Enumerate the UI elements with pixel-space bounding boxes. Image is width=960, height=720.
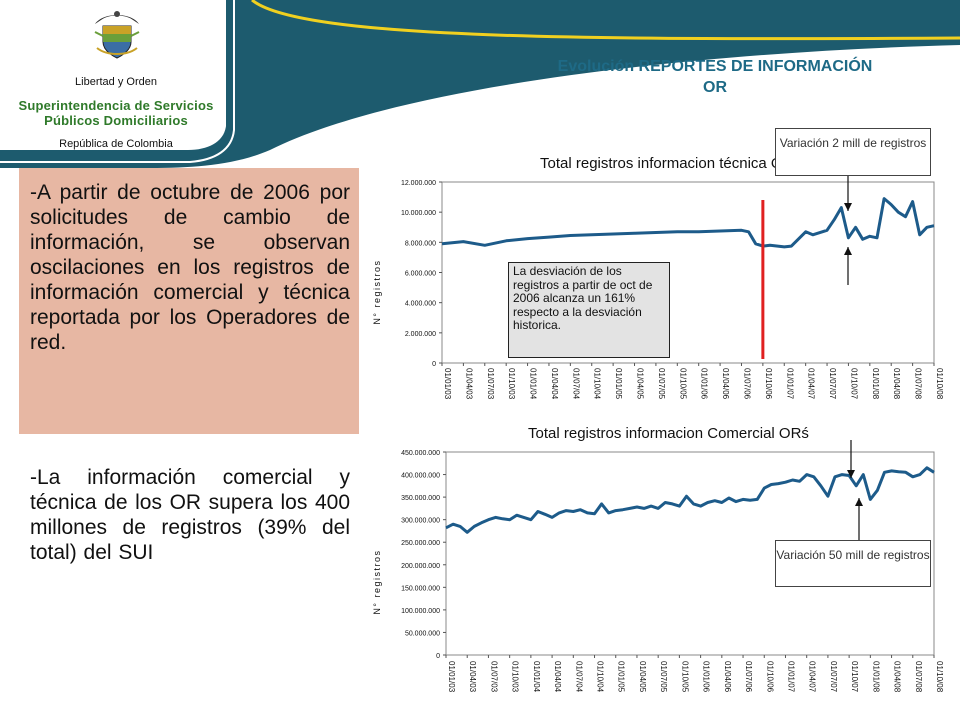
paragraph-1: -A partir de octubre de 2006 por solicit… [30, 181, 350, 354]
x-tick-label: 01/07/04 [571, 368, 580, 400]
y-axis-label: N° registros [372, 259, 382, 324]
y-tick-label: 300.000.000 [401, 518, 440, 525]
x-tick-label: 01/04/05 [636, 368, 645, 400]
y-tick-label: 12.000.000 [401, 180, 436, 187]
x-tick-label: 01/07/03 [486, 368, 495, 400]
banner-shape [0, 0, 960, 168]
y-tick-label: 100.000.000 [401, 608, 440, 615]
x-tick-label: 01/04/07 [807, 368, 816, 400]
x-tick-label: 01/04/08 [892, 368, 901, 400]
x-tick-label: 01/07/06 [742, 368, 751, 400]
x-tick-label: 01/04/03 [464, 368, 473, 400]
x-tick-label: 01/07/05 [659, 661, 668, 693]
x-tick-label: 01/07/06 [744, 661, 753, 693]
x-tick-label: 01/04/08 [893, 661, 902, 693]
callout-commercial: Variación 50 mill de registros [775, 540, 931, 587]
y-tick-label: 6.000.000 [405, 271, 436, 278]
panel-inner [0, 0, 226, 150]
callout-technical: Variación 2 mill de registros [775, 128, 931, 176]
x-tick-label: 01/10/07 [849, 368, 858, 400]
chart-title: Total registros informacion Comercial OR… [528, 425, 809, 442]
banner-accent-line [251, 0, 960, 41]
chart-1: Total registros informacion técnica ORś N… [372, 155, 944, 400]
slide-title: Evolución REPORTES DE INFORMACIÓN OR [557, 58, 873, 96]
x-tick-label: 01/10/05 [680, 661, 689, 693]
x-tick-label: 01/01/08 [871, 368, 880, 400]
org-name-line1: Superintendencia de Servicios [18, 98, 214, 113]
x-tick-label: 01/01/06 [700, 368, 709, 400]
y-axis-label: N° registros [372, 549, 382, 614]
y-tick-label: 350.000.000 [401, 495, 440, 502]
paragraph-2: -La información comercial y técnica de l… [30, 466, 350, 564]
y-tick-label: 250.000.000 [401, 540, 440, 547]
y-tick-label: 450.000.000 [401, 450, 440, 457]
x-tick-label: 01/04/04 [553, 661, 562, 693]
x-tick-label: 01/04/04 [550, 368, 559, 400]
callout-commercial-text: Variación 50 mill de registros [776, 548, 930, 562]
x-tick-label: 01/10/06 [765, 661, 774, 693]
y-tick-label: 0 [436, 653, 440, 660]
motto: Libertad y Orden [75, 76, 157, 88]
x-tick-label: 01/10/04 [596, 661, 605, 693]
y-tick-label: 8.000.000 [405, 240, 436, 247]
y-tick-label: 150.000.000 [401, 585, 440, 592]
x-tick-label: 01/07/07 [828, 368, 837, 400]
x-tick-label: 01/10/03 [511, 661, 520, 693]
coat-of-arms-icon [94, 11, 140, 59]
y-tick-label: 0 [432, 361, 436, 368]
callout-technical-text: Variación 2 mill de registros [779, 136, 927, 150]
y-tick-label: 200.000.000 [401, 563, 440, 570]
chart-title: Total registros informacion técnica ORś [540, 155, 801, 172]
arrow-down-technical-head [844, 203, 852, 211]
header-banner [0, 0, 960, 168]
x-tick-label: 01/07/08 [914, 368, 923, 400]
x-tick-label: 01/01/04 [532, 661, 541, 693]
y-tick-label: 2.000.000 [405, 331, 436, 338]
x-tick-label: 01/07/03 [489, 661, 498, 693]
x-tick-label: 01/10/06 [764, 368, 773, 400]
deviation-annotation: La desviación de los registros a partir … [508, 262, 670, 358]
x-tick-label: 01/01/04 [529, 368, 538, 400]
x-tick-label: 01/04/07 [808, 661, 817, 693]
x-tick-label: 01/07/08 [914, 661, 923, 693]
x-tick-label: 01/04/03 [468, 661, 477, 693]
x-tick-label: 01/10/07 [850, 661, 859, 693]
series-line [445, 466, 935, 534]
arrow-down-commercial-head [847, 470, 855, 478]
x-tick-label: 01/10/08 [935, 661, 944, 693]
country-name: República de Colombia [59, 138, 173, 150]
x-tick-label: 01/10/03 [507, 368, 516, 400]
x-tick-label: 01/07/04 [574, 661, 583, 693]
y-tick-label: 4.000.000 [405, 301, 436, 308]
x-tick-label: 01/01/05 [617, 661, 626, 693]
highlight-box [19, 168, 359, 434]
plot-area [445, 451, 935, 656]
chart-2: Total registros informacion Comercial OR… [372, 425, 944, 693]
y-tick-label: 50.000.000 [405, 630, 440, 637]
arrow-up-commercial-head [855, 498, 863, 506]
x-tick-label: 01/07/05 [657, 368, 666, 400]
series-line [441, 197, 935, 249]
x-tick-label: 01/04/05 [638, 661, 647, 693]
y-tick-label: 10.000.000 [401, 210, 436, 217]
x-tick-label: 01/01/05 [614, 368, 623, 400]
x-tick-label: 01/01/07 [785, 368, 794, 400]
x-tick-label: 01/10/04 [593, 368, 602, 400]
x-tick-label: 01/01/03 [447, 661, 456, 693]
x-tick-label: 01/01/08 [871, 661, 880, 693]
x-tick-label: 01/07/07 [829, 661, 838, 693]
x-tick-label: 01/10/05 [678, 368, 687, 400]
x-tick-label: 01/04/06 [723, 661, 732, 693]
x-tick-label: 01/01/06 [702, 661, 711, 693]
org-name-line2: Públicos Domiciliarios [44, 113, 188, 128]
banner-white-edge [0, 0, 235, 163]
x-tick-label: 01/01/07 [786, 661, 795, 693]
x-tick-label: 01/10/08 [935, 368, 944, 400]
y-tick-label: 400.000.000 [401, 473, 440, 480]
x-tick-label: 01/04/06 [721, 368, 730, 400]
x-tick-label: 01/01/03 [443, 368, 452, 400]
arrow-up-technical-head [844, 247, 852, 255]
